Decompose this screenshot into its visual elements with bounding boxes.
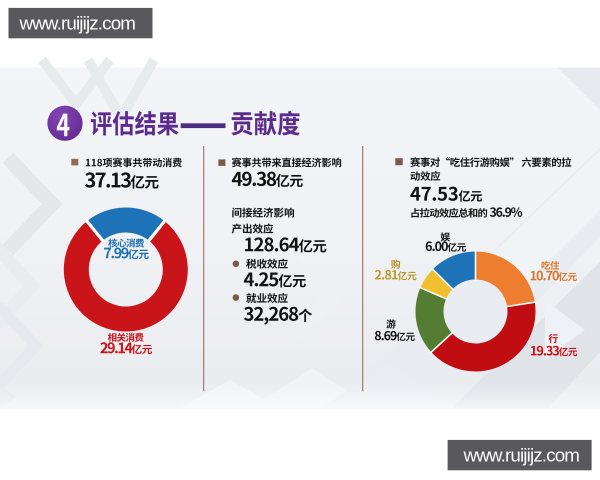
svg-text:www.ruijijz.com: www.ruijijz.com — [19, 13, 136, 34]
svg-text:www.ruijijz.com: www.ruijijz.com — [463, 444, 580, 465]
